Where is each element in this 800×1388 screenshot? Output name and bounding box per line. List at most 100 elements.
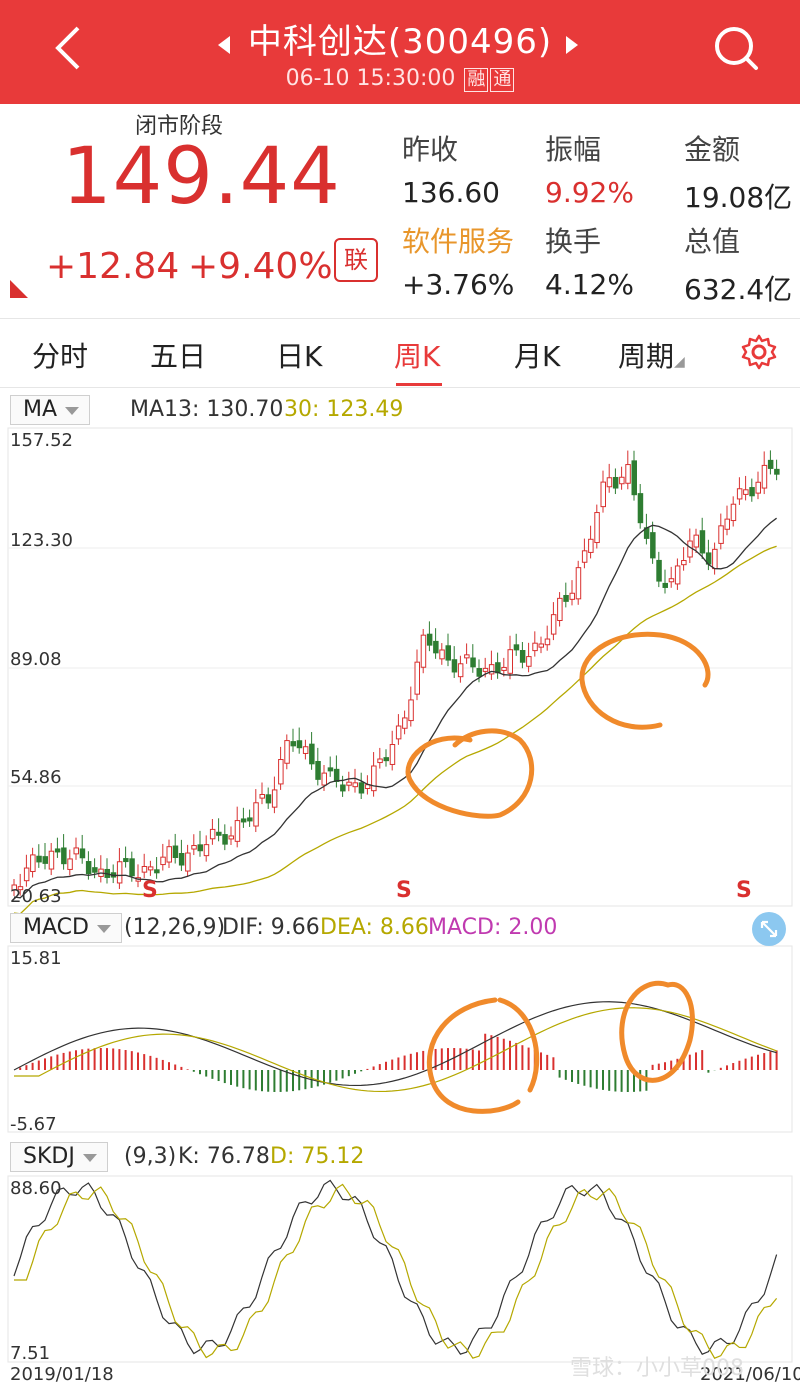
tab-daily-k[interactable]: 日K [276, 340, 323, 373]
candle-body [513, 644, 520, 651]
candle-body [749, 487, 755, 497]
tab-weekly-k[interactable]: 周K [394, 340, 441, 373]
macd-panel-frame [7, 945, 793, 1133]
candle-body [538, 643, 544, 648]
candle-body [104, 868, 110, 878]
candle-body [588, 538, 594, 553]
d-line [14, 1183, 778, 1359]
candle-body [364, 784, 371, 790]
dea-line [14, 1007, 777, 1093]
chevron-down-icon [65, 407, 80, 415]
candle-body [730, 503, 737, 522]
expand-icon[interactable] [752, 912, 786, 946]
prev-close-label: 昨收 [402, 133, 459, 166]
market-cap-label: 总值 [684, 225, 741, 258]
prev-stock-icon[interactable] [218, 36, 230, 54]
candle-body [600, 481, 606, 508]
candle-body [389, 744, 396, 765]
tab-five-day[interactable]: 五日 [150, 340, 207, 373]
candle-body [643, 527, 650, 539]
candle-body [346, 781, 352, 786]
kdj-selector[interactable]: SKDJ [10, 1142, 108, 1172]
candle-body [110, 872, 117, 878]
candle-body [166, 846, 172, 863]
candle-body [736, 488, 743, 500]
candle-body [718, 525, 724, 544]
kdj-indicator-row: SKDJ (9,3) K: 76.78 D: 75.12 [0, 1140, 800, 1174]
dif-line [13, 1001, 777, 1087]
candle-body [457, 663, 464, 678]
candle-body [203, 844, 210, 857]
sector-label[interactable]: 软件服务 [402, 225, 515, 258]
amplitude-value: 9.92% [545, 176, 634, 209]
quote-panel: 闭市阶段 149.44 +12.84 +9.40% 联 昨收 136.60 振幅… [0, 104, 800, 310]
candle-body [681, 560, 687, 566]
candle-body [172, 845, 179, 859]
candle-body [705, 552, 712, 565]
candle-body [519, 650, 526, 663]
candle-body [327, 767, 334, 772]
sell-signal-marker: S [736, 878, 752, 903]
amplitude-label: 振幅 [545, 133, 602, 166]
lian-button[interactable]: 联 [334, 238, 378, 282]
ma13-value: MA13: 130.70 [130, 397, 284, 422]
candle-body [98, 868, 104, 877]
candle-body [61, 847, 67, 865]
header-bar: 中科创达(300496) 06-10 15:30:00 融通 [0, 0, 800, 104]
candle-body [265, 794, 272, 804]
macd-axis-top: 15.81 [10, 948, 62, 969]
candle-body [302, 746, 309, 754]
next-stock-icon[interactable] [566, 36, 578, 54]
back-arrow-icon[interactable] [48, 22, 88, 74]
candle-body [464, 654, 470, 659]
search-icon[interactable] [710, 22, 762, 74]
candle-body [216, 831, 222, 836]
candle-body [116, 861, 123, 884]
candle-body [767, 459, 774, 469]
candle-body [743, 489, 749, 495]
tab-intraday[interactable]: 分时 [32, 340, 89, 373]
active-tab-indicator [396, 383, 442, 386]
candle-body [290, 741, 296, 747]
tab-monthly-k[interactable]: 月K [514, 340, 561, 373]
candle-body [774, 468, 780, 475]
candle-body [383, 757, 389, 762]
candle-body [147, 866, 154, 871]
price-change: +12.84 [46, 246, 180, 287]
ma30-line [13, 545, 777, 915]
candle-body [333, 768, 340, 783]
candle-body [222, 834, 228, 845]
candle-body [284, 740, 290, 764]
ma-axis-label: 20.63 [10, 886, 62, 907]
candle-body [761, 464, 768, 489]
candle-body [358, 782, 365, 794]
candle-body [557, 597, 563, 622]
market-stage: 闭市阶段 [135, 114, 224, 139]
end-date: 2021/06/10 [700, 1364, 800, 1385]
tab-period[interactable]: 周期◢ [618, 340, 685, 373]
settings-gear-icon[interactable] [740, 333, 778, 371]
candle-body [79, 848, 86, 859]
kdj-axis-top: 88.60 [10, 1178, 62, 1199]
candle-body [668, 578, 675, 583]
chevron-down-icon [96, 925, 111, 933]
candle-body [631, 460, 637, 496]
candle-body [123, 858, 129, 863]
candle-body [755, 481, 761, 494]
k-line [13, 1179, 778, 1355]
ma-selector[interactable]: MA [10, 395, 91, 425]
k-value: K: 76.78 [178, 1144, 270, 1169]
amount-value: 19.08亿 [684, 181, 793, 214]
candle-body [606, 477, 613, 488]
candle-body [507, 649, 513, 674]
candle-body [377, 758, 383, 764]
dropdown-corner-icon: ◢ [674, 354, 685, 370]
start-date: 2019/01/18 [10, 1364, 114, 1385]
candle-body [420, 634, 427, 668]
candle-body [433, 640, 439, 654]
quote-datetime: 06-10 15:30:00 融通 [0, 66, 800, 92]
period-tabs: 分时 五日 日K 周K 月K 周期◢ [0, 318, 800, 388]
macd-selector[interactable]: MACD [10, 913, 122, 943]
ma13-line [13, 517, 777, 899]
candle-body [191, 845, 197, 850]
